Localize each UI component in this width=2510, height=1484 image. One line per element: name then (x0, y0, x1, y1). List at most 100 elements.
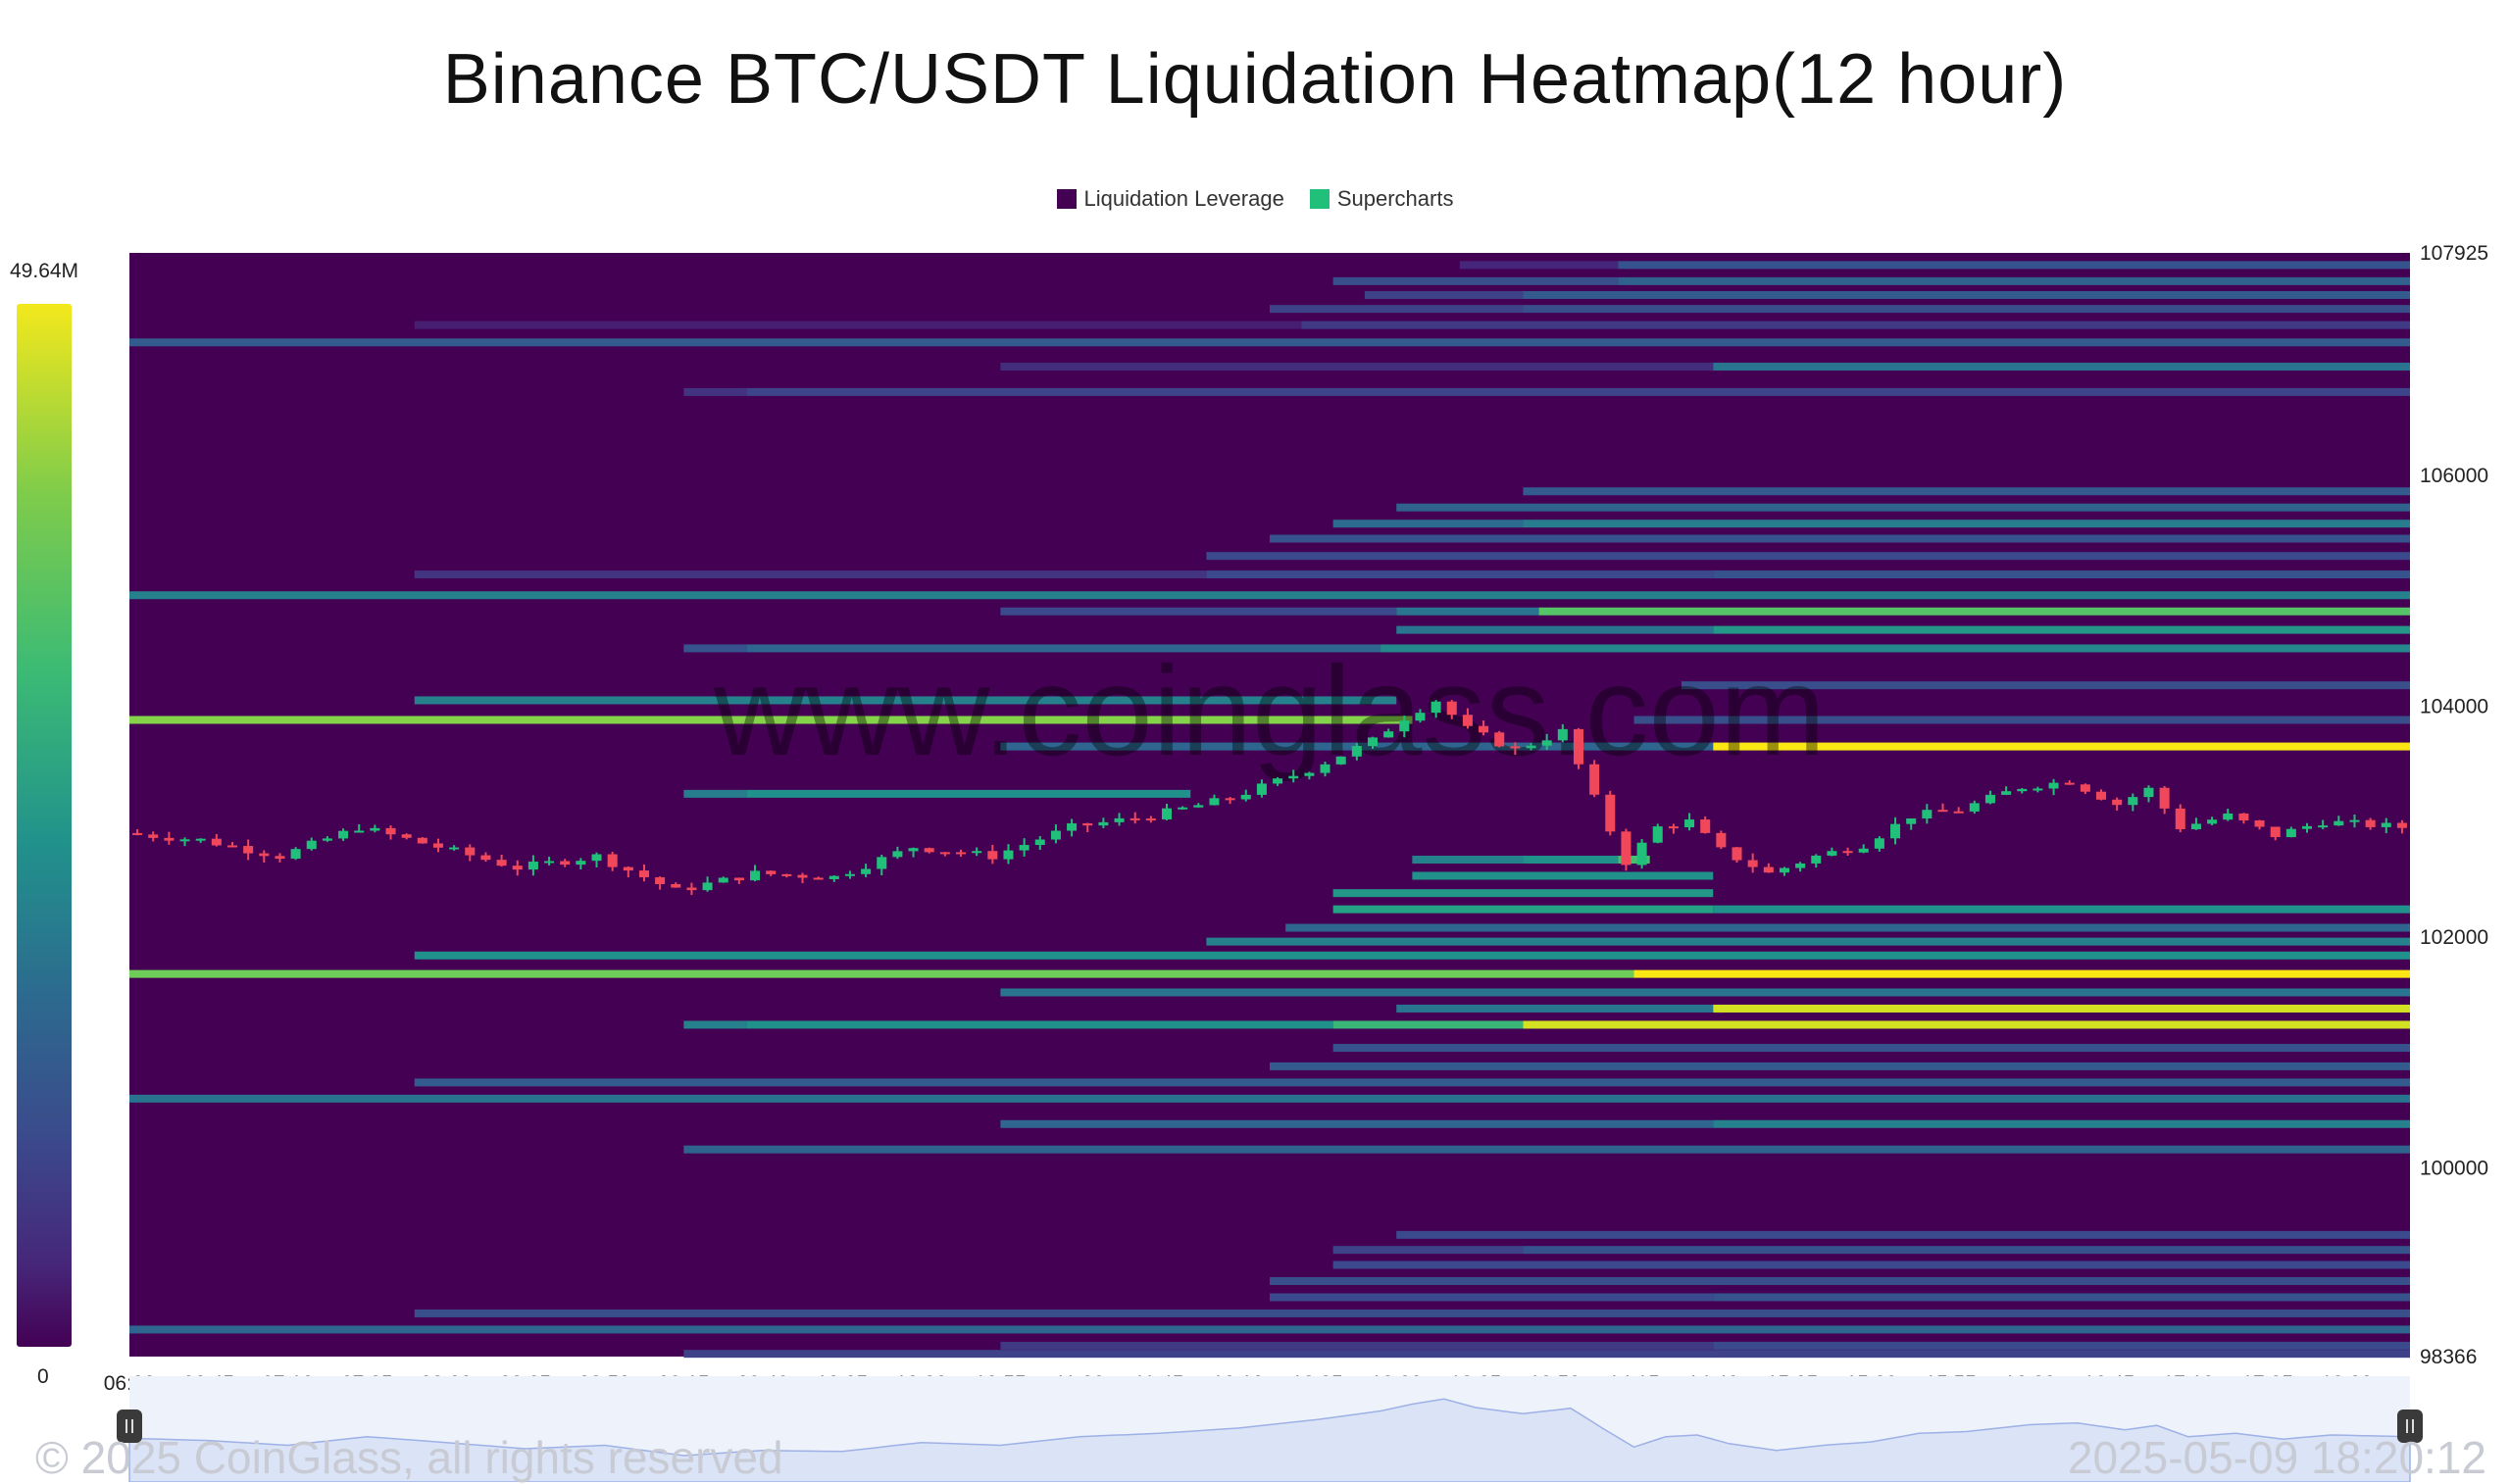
candle (1922, 804, 1933, 824)
heat-band-7-0 (683, 387, 747, 396)
heat-band-44-1 (1713, 1293, 2410, 1302)
heat-band-37-0 (129, 1094, 2410, 1103)
candle (2159, 785, 2170, 815)
color-scale-min-label: 0 (37, 1365, 49, 1388)
candle (591, 852, 602, 867)
candle (259, 850, 270, 864)
candle (2381, 817, 2391, 834)
candle (290, 847, 301, 861)
navigator-handle-right[interactable] (2397, 1410, 2423, 1443)
candle (2112, 797, 2123, 811)
candle (417, 837, 427, 844)
heat-band-1-1 (1618, 276, 2410, 285)
candle (2048, 778, 2059, 796)
heat-band-3-0 (1270, 305, 1524, 314)
candle (702, 876, 713, 892)
candle (924, 847, 934, 854)
candle (1145, 816, 1156, 823)
heat-band-47-0 (1000, 1341, 1714, 1350)
chart-legend: Liquidation Leverage Supercharts (0, 186, 2510, 212)
candle (496, 854, 507, 867)
candle (560, 859, 571, 867)
candle (275, 853, 285, 863)
candle (623, 866, 633, 878)
heat-band-21-1 (1713, 742, 2410, 751)
candle (2017, 788, 2028, 794)
heat-band-4-0 (414, 321, 1302, 329)
heat-band-24-0 (1412, 871, 1714, 880)
heat-band-6-0 (1000, 363, 1714, 371)
candle (132, 828, 143, 836)
candle (2270, 826, 2281, 841)
y-tick-label-1: 106000 (2420, 465, 2488, 487)
candle (1700, 816, 1711, 834)
heat-band-22-0 (683, 789, 747, 798)
candle (2349, 815, 2360, 828)
candle (1431, 700, 1441, 718)
timestamp-text: 2025-05-09 18:20:12 (2067, 1432, 2486, 1483)
candle (1003, 844, 1014, 865)
heat-band-6-1 (1713, 363, 2410, 371)
candle (1446, 700, 1457, 719)
candle (1034, 835, 1045, 851)
heat-band-20-1 (1633, 716, 2410, 724)
heat-band-28-0 (1206, 937, 2410, 946)
heat-band-10-0 (1332, 519, 1524, 528)
heat-band-38-0 (1000, 1119, 1714, 1128)
candle (671, 882, 681, 888)
heat-band-14-0 (129, 591, 2410, 600)
candle (2190, 817, 2201, 830)
candle (1763, 863, 1774, 873)
legend-item-supercharts[interactable]: Supercharts (1309, 186, 1453, 212)
heat-band-20-0 (129, 716, 1413, 724)
legend-swatch-liquidation (1056, 189, 1077, 209)
candle (861, 864, 872, 877)
candle (1335, 756, 1346, 766)
candle (1795, 862, 1806, 872)
navigator-handle-left[interactable] (117, 1410, 142, 1443)
candle (576, 858, 586, 869)
candle (2143, 785, 2154, 803)
candle (1019, 838, 1029, 857)
candle (432, 838, 443, 853)
candle (2318, 819, 2329, 829)
candle (1890, 816, 1901, 845)
heat-band-17-2 (1380, 644, 2410, 653)
candle (655, 876, 666, 890)
heat-band-26-1 (1713, 905, 2410, 914)
candle (1984, 790, 1995, 805)
candle (686, 882, 697, 896)
candle (1842, 847, 1853, 856)
candle (781, 873, 792, 878)
candle (1098, 817, 1109, 828)
candle (813, 876, 824, 880)
heat-band-23-1 (1523, 856, 1619, 865)
candle (306, 837, 317, 851)
candle (544, 856, 555, 866)
heat-band-33-3 (1523, 1020, 2410, 1029)
candle (1415, 709, 1426, 723)
candle (892, 846, 903, 860)
heat-band-8-0 (1523, 487, 2410, 496)
heat-band-12-0 (1206, 552, 2410, 561)
candle (638, 864, 649, 882)
heat-band-38-1 (1713, 1119, 2410, 1128)
heat-band-13-1 (1206, 570, 1714, 579)
candle (1953, 807, 1964, 814)
candle (322, 836, 332, 842)
legend-item-liquidation[interactable]: Liquidation Leverage (1056, 186, 1284, 212)
candle (987, 844, 998, 865)
candle (1256, 779, 1267, 798)
heat-band-47-1 (1713, 1341, 2410, 1350)
heat-band-25-0 (1332, 889, 1714, 898)
candle (1479, 720, 1489, 736)
candle (2254, 819, 2265, 830)
y-tick-label-0: 107925 (2420, 242, 2488, 265)
candle (179, 837, 190, 847)
candle (527, 855, 538, 876)
candle (2096, 789, 2107, 801)
candle (226, 842, 238, 848)
time-navigator[interactable] (117, 1376, 2423, 1482)
heat-band-34-0 (1332, 1044, 2410, 1053)
